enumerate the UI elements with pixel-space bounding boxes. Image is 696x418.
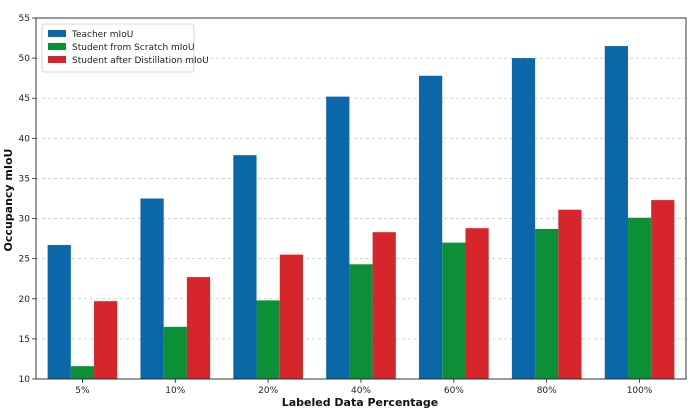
x-tick-label: 40% — [351, 386, 371, 396]
bar-2-3 — [256, 300, 280, 379]
bar-1-7 — [604, 46, 628, 379]
y-tick-label: 15 — [19, 335, 30, 345]
bar-2-2 — [163, 326, 187, 379]
bar-1-3 — [233, 155, 257, 379]
bar-1-5 — [419, 75, 443, 379]
bar-2-4 — [349, 264, 373, 379]
x-tick-label: 100% — [627, 386, 653, 396]
bar-3-1 — [94, 301, 118, 379]
bar-2-7 — [627, 217, 652, 379]
y-tick-label: 45 — [19, 94, 30, 104]
legend: Teacher mIoU Student from Scratch mIoU Stu… — [41, 23, 209, 73]
y-tick-label: 40 — [19, 134, 31, 144]
y-tick-label: 30 — [19, 215, 31, 225]
legend-label: Student from Scratch mIoU — [72, 43, 195, 53]
bar-1-1 — [47, 245, 71, 379]
bar-3-3 — [279, 254, 303, 379]
bars — [47, 46, 675, 380]
plot-frame — [35, 17, 687, 380]
x-tick-label: 60% — [444, 386, 464, 396]
y-tick-label: 50 — [19, 54, 31, 64]
axes — [32, 17, 687, 383]
legend-swatch — [48, 43, 66, 50]
bar-3-7 — [651, 200, 675, 379]
legend-label: Teacher mIoU — [71, 30, 133, 40]
y-axis-label: Occupancy mIoU — [2, 149, 15, 252]
tick-labels: 10 15 20 25 30 35 40 45 50 55 5% 10% 20% 40% 60% 80% 100… — [19, 14, 653, 396]
legend-swatch — [48, 30, 66, 37]
bar-1-6 — [511, 58, 536, 379]
legend-swatch — [48, 56, 66, 63]
x-tick-label: 10% — [165, 386, 185, 396]
bar-1-4 — [326, 96, 350, 380]
y-tick-label: 10 — [19, 375, 31, 385]
bar-2-6 — [535, 228, 559, 379]
y-tick-label: 25 — [19, 255, 30, 265]
y-tick-label: 20 — [19, 295, 31, 305]
bar-3-2 — [186, 277, 211, 379]
legend-label: Student after Distillation mIoU — [72, 56, 209, 66]
bar-3-6 — [558, 209, 582, 379]
bar-2-1 — [70, 366, 95, 379]
bar-2-5 — [442, 242, 466, 379]
x-tick-label: 20% — [258, 386, 278, 396]
bar-1-2 — [140, 198, 164, 379]
bar-3-4 — [372, 232, 396, 379]
legend-box — [41, 23, 195, 73]
y-tick-label: 55 — [19, 14, 30, 24]
x-tick-label: 5% — [75, 386, 90, 396]
y-tick-label: 35 — [19, 174, 30, 184]
bar-3-5 — [465, 228, 489, 379]
x-tick-label: 80% — [537, 386, 557, 396]
x-axis-label: Labeled Data Percentage — [282, 396, 439, 409]
